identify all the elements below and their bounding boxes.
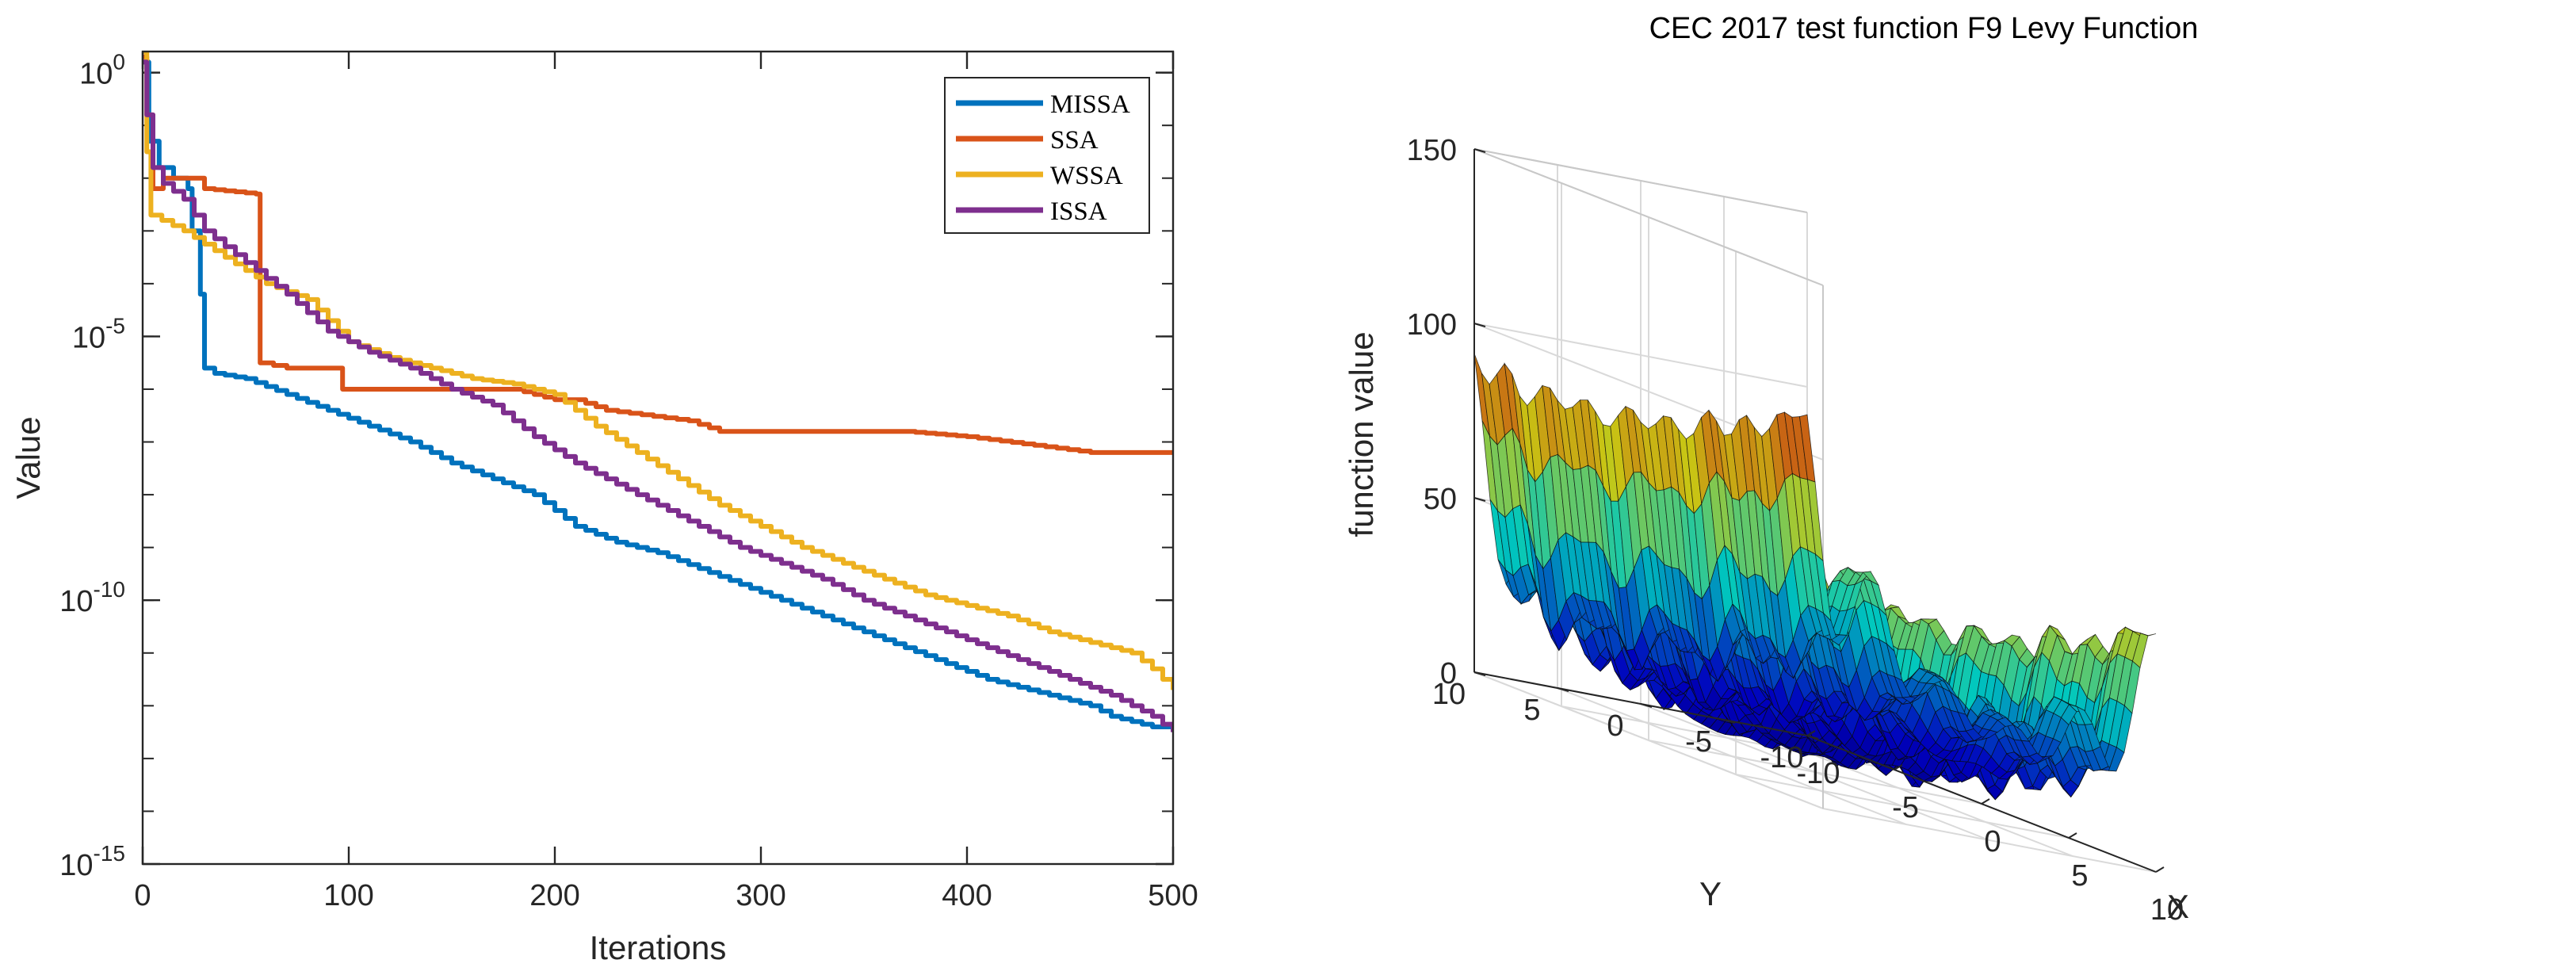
legend-entry-wssa: WSSA [1050, 162, 1123, 190]
z-tick-label: 100 [1407, 308, 1457, 342]
x-tick [2155, 866, 2165, 873]
y-axis-label: Value [10, 416, 47, 499]
y-tick-label-exp: -5 [105, 313, 125, 338]
x-tick-label: -5 [1892, 791, 1919, 824]
z-tick-label: 0 [1440, 657, 1457, 690]
y-tick-label: 10 [1432, 678, 1466, 711]
wall-edge [1473, 148, 1824, 286]
y-axis-label: Y [1699, 875, 1722, 912]
x-tick [1981, 798, 1990, 805]
x-tick [1806, 730, 1816, 736]
y-tick-label: -10 [1760, 741, 1804, 774]
y-tick-label-base: 10 [79, 58, 113, 91]
series-line-missa [143, 59, 1173, 729]
legend-entry-issa: ISSA [1050, 197, 1107, 226]
surface-plot: CEC 2017 test function F9 Levy Function -… [1343, 12, 2199, 927]
z-axis-label: function value [1343, 331, 1380, 537]
floor-grid-line [1557, 687, 1907, 825]
surface-title: CEC 2017 test function F9 Levy Function [1649, 12, 2199, 45]
surface-patch [2140, 633, 2157, 637]
z-tick-label: 50 [1424, 483, 1457, 516]
x-tick-label: 5 [2071, 859, 2088, 893]
plot-axes-box [141, 50, 1175, 866]
series-line-ssa [143, 54, 1173, 455]
y-tick-label: 100 [79, 50, 125, 91]
y-tick [1640, 703, 1653, 708]
x-tick [1894, 764, 1903, 770]
x-tick-label: 10 [2150, 893, 2184, 927]
y-tick-label-exp: -15 [94, 841, 125, 866]
floor-grid-line [1640, 703, 1990, 841]
convergence-chart: 100 10-5 10-10 10-15 0 100 200 300 400 500 Iterati… [0, 0, 1236, 971]
x-tick-label: 200 [529, 879, 579, 912]
levy-surface [1473, 353, 2157, 801]
x-axis-label: Iterations [590, 929, 727, 966]
z-tick-label: 150 [1407, 134, 1457, 167]
x-axis-label: X [2167, 888, 2189, 925]
legend-entry-ssa: SSA [1050, 126, 1099, 155]
x-tick-label: 300 [736, 879, 785, 912]
y-tick-label: 10-5 [72, 313, 125, 354]
y-tick-label: 5 [1523, 694, 1540, 727]
y-tick-label-exp: -10 [94, 577, 125, 602]
y-tick [1723, 719, 1736, 724]
x-tick-label: 0 [1984, 825, 2001, 858]
levy-surface-chart: CEC 2017 test function F9 Levy Function -… [1236, 0, 2576, 971]
x-tick-label: 400 [942, 879, 992, 912]
y-tick-label: 10-15 [59, 841, 125, 882]
x-tick-label: 100 [323, 879, 373, 912]
y-tick-label: 10-10 [59, 577, 125, 618]
wall-edge [1473, 148, 1808, 213]
z-tick [1473, 148, 1486, 153]
wall-grid-line [1473, 323, 1808, 388]
y-tick-label-exp: 0 [113, 50, 125, 75]
y-tick-label-base: 10 [59, 585, 93, 618]
x-tick-label: -10 [1797, 757, 1840, 790]
y-tick-label-base: 10 [59, 849, 93, 882]
z-tick [1473, 671, 1486, 676]
series-line-issa [143, 59, 1173, 732]
y-tick [1806, 735, 1819, 740]
wall-grid-line [1473, 671, 1824, 809]
y-tick-label-base: 10 [72, 321, 105, 354]
x-tick-label: 500 [1148, 879, 1198, 912]
x-tick-label: 0 [134, 879, 151, 912]
legend-entry-missa: MISSA [1050, 90, 1130, 119]
x-tick [2068, 832, 2077, 839]
z-tick [1473, 497, 1486, 502]
y-tick [1557, 687, 1569, 692]
series-line-wssa [143, 52, 1173, 690]
y-tick-label: -5 [1685, 725, 1712, 759]
y-tick-label: 0 [1607, 709, 1623, 743]
z-tick [1473, 323, 1486, 327]
